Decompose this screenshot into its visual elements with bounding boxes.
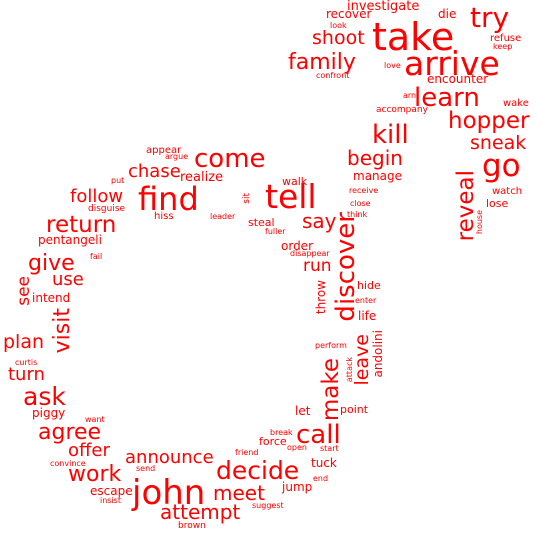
word: say	[302, 209, 337, 233]
word: fail	[90, 252, 103, 261]
word: manage	[353, 169, 403, 183]
word: send	[136, 464, 156, 473]
word: life	[358, 309, 377, 323]
word: see	[14, 276, 34, 306]
word: sneak	[470, 132, 527, 154]
word: use	[52, 269, 84, 290]
word: accompany	[376, 105, 428, 115]
word: decide	[216, 456, 300, 485]
word: break	[270, 428, 293, 437]
word: perform	[315, 341, 347, 350]
word: enter	[355, 296, 377, 305]
word: put	[111, 176, 125, 185]
word: return	[46, 212, 117, 238]
word: confront	[316, 71, 350, 80]
word: agree	[38, 420, 102, 445]
word: keep	[493, 42, 513, 51]
word: shoot	[312, 27, 365, 49]
word: andolini	[371, 330, 385, 378]
word: recover	[326, 7, 372, 21]
word: refuse	[490, 33, 522, 44]
word: throw	[314, 280, 328, 315]
word: want	[85, 415, 105, 424]
word: curtis	[15, 358, 38, 367]
word: encounter	[427, 72, 489, 86]
word: arrive	[404, 44, 500, 83]
word: think	[347, 210, 368, 219]
word: visit	[50, 308, 75, 354]
word: walk	[282, 175, 308, 188]
word: take	[372, 15, 455, 59]
word: disguise	[88, 204, 126, 214]
word: wake	[503, 98, 529, 109]
word: jump	[282, 480, 313, 494]
word: lose	[486, 197, 509, 210]
word: insist	[100, 496, 121, 505]
word: announce	[125, 447, 214, 468]
word: hopper	[448, 108, 530, 134]
word: watch	[492, 186, 523, 197]
word: look	[330, 21, 347, 30]
word: let	[295, 404, 311, 418]
word: fuller	[265, 227, 286, 236]
word: argue	[165, 152, 189, 161]
word: come	[194, 144, 266, 174]
word: find	[138, 180, 199, 218]
word: begin	[347, 146, 403, 170]
word: house	[475, 210, 484, 235]
word: close	[350, 199, 371, 208]
word: meet	[213, 481, 265, 505]
word: order	[281, 239, 313, 253]
word: family	[288, 50, 356, 75]
word: realize	[180, 170, 224, 185]
word: follow	[70, 186, 124, 207]
word: call	[296, 420, 341, 450]
word: work	[68, 462, 122, 487]
word: convince	[50, 459, 86, 468]
word: appear	[146, 145, 182, 156]
word: open	[287, 443, 307, 452]
word: john	[132, 473, 206, 513]
word: friend	[235, 448, 259, 457]
word: hide	[357, 279, 381, 292]
word: piggy	[32, 406, 66, 420]
word: escape	[90, 484, 133, 498]
word: learn	[414, 83, 480, 113]
word: chase	[128, 161, 181, 182]
word: pentangeli	[38, 233, 102, 247]
word: brown	[178, 521, 206, 531]
word: leader	[210, 212, 236, 221]
word: turn	[8, 364, 45, 385]
word: arn	[403, 91, 417, 100]
word: leave	[351, 334, 373, 386]
word: hiss	[154, 211, 174, 222]
word: attempt	[160, 500, 241, 524]
word: ask	[23, 382, 66, 411]
word: end	[313, 474, 329, 483]
word: point	[340, 403, 369, 416]
word: tuck	[311, 456, 337, 470]
word: force	[259, 435, 287, 448]
word: investigate	[347, 0, 420, 14]
word: steal	[248, 216, 275, 229]
word: run	[303, 256, 332, 276]
word: go	[482, 148, 521, 184]
word: offer	[68, 440, 110, 461]
word: try	[470, 1, 510, 34]
word: die	[438, 7, 457, 21]
word: start	[320, 444, 339, 453]
word: give	[28, 251, 75, 276]
word: plan	[3, 331, 45, 353]
word: intend	[32, 291, 71, 305]
word: disappear	[290, 249, 330, 258]
word: tell	[265, 177, 317, 216]
word: sit	[242, 193, 252, 204]
word: attack	[345, 357, 354, 383]
word: receive	[349, 186, 379, 195]
word: suggest	[252, 501, 284, 510]
word: kill	[372, 120, 409, 150]
word: love	[384, 61, 401, 70]
